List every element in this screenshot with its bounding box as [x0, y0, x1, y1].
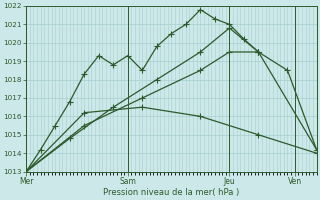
X-axis label: Pression niveau de la mer( hPa ): Pression niveau de la mer( hPa ) [103, 188, 239, 197]
